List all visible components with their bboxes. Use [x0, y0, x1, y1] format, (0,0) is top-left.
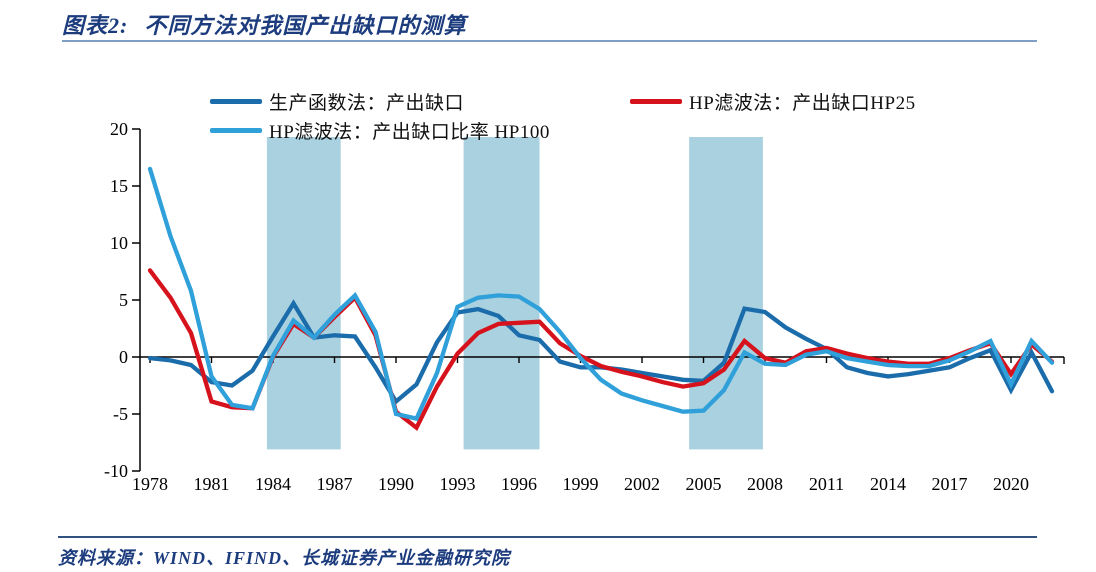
figure-title-text: 不同方法对我国产出缺口的测算	[144, 13, 467, 38]
x-tick-label: 1987	[317, 474, 353, 494]
y-tick-label: 10	[110, 233, 128, 253]
x-tick-label: 1990	[378, 474, 414, 494]
legend-item-hp25: HP滤波法：产出缺口HP25	[630, 88, 916, 115]
x-tick-label: 2011	[809, 474, 844, 494]
legend-line-swatch-light-blue	[210, 128, 262, 133]
shaded-band	[463, 137, 540, 450]
x-tick-label: 2020	[993, 474, 1029, 494]
shaded-band	[689, 137, 763, 450]
x-tick-label: 1984	[255, 474, 291, 494]
legend-line-swatch-dark-blue	[210, 99, 262, 104]
x-tick-label: 1981	[194, 474, 230, 494]
y-tick-label: 5	[119, 290, 128, 310]
page-title: 图表2: 不同方法对我国产出缺口的测算	[62, 8, 466, 40]
y-tick-label: -10	[104, 461, 128, 481]
shaded-band	[266, 137, 341, 450]
figure-number: 图表2:	[62, 13, 129, 38]
x-tick-label: 2005	[686, 474, 722, 494]
x-tick-label: 1993	[440, 474, 476, 494]
source-note: 资料来源：WIND、IFIND、长城证券产业金融研究院	[58, 548, 511, 568]
series-line-2	[147, 166, 1055, 422]
y-tick-label: 0	[119, 347, 128, 367]
x-tick-label: 2008	[747, 474, 783, 494]
legend-item-production-function: 生产函数法：产出缺口	[210, 88, 464, 115]
y-tick-label: 20	[110, 119, 128, 139]
legend-label: HP滤波法：产出缺口HP25	[689, 93, 916, 114]
x-tick-label: 2014	[870, 474, 906, 494]
y-tick-label: 15	[110, 176, 128, 196]
x-tick-label: 2002	[624, 474, 660, 494]
footer-divider	[58, 536, 1037, 538]
legend-item-hp100: HP滤波法：产出缺口比率 HP100	[210, 117, 550, 144]
x-tick-label: 1978	[132, 474, 168, 494]
x-tick-label: 1999	[563, 474, 599, 494]
title-divider	[62, 40, 1037, 42]
legend-line-swatch-red	[630, 99, 682, 104]
legend-label: HP滤波法：产出缺口比率 HP100	[269, 122, 550, 143]
y-tick-label: -5	[113, 404, 128, 424]
legend-label: 生产函数法：产出缺口	[269, 93, 465, 114]
x-tick-label: 2017	[932, 474, 968, 494]
x-tick-label: 1996	[501, 474, 537, 494]
